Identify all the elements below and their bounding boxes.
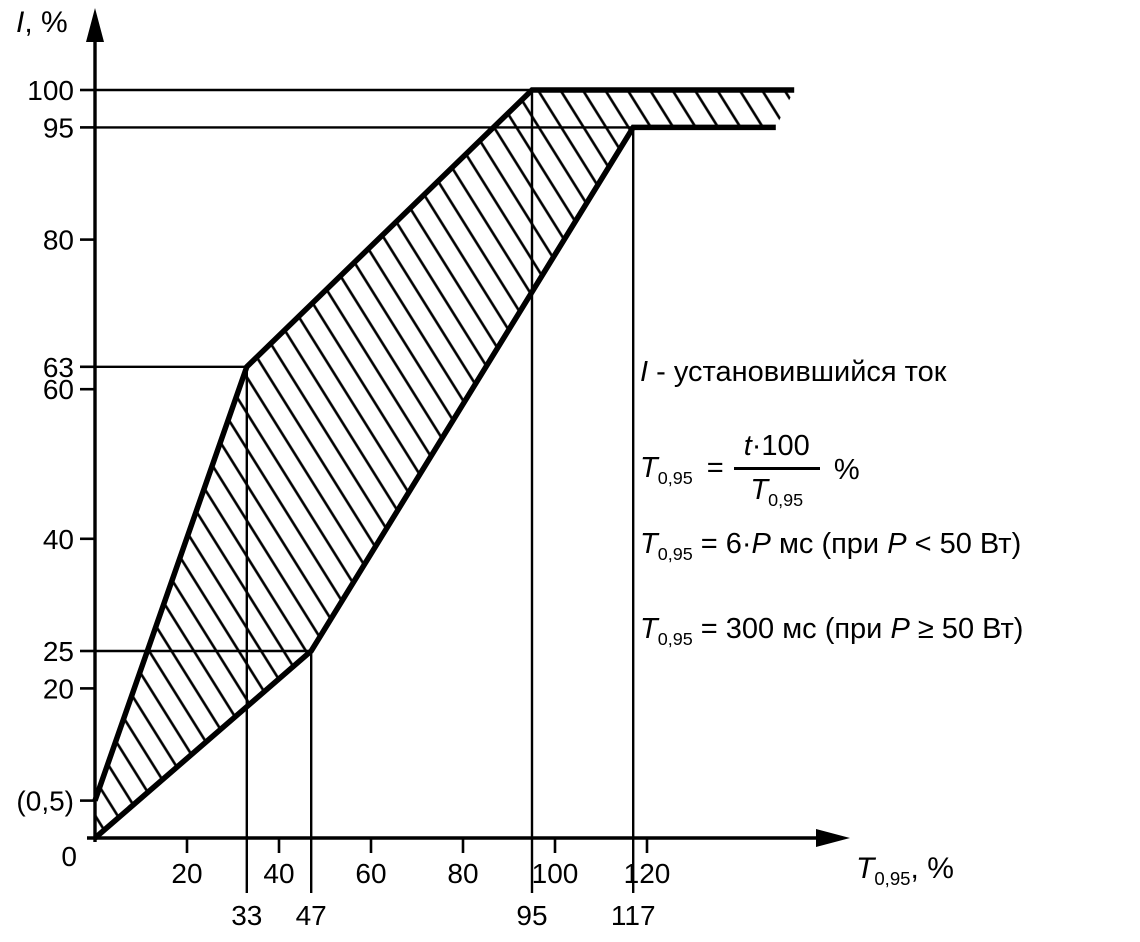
y-tick-label: (0,5) xyxy=(16,786,74,817)
x-tick-label: 120 xyxy=(624,858,671,889)
x-axis-variable-subscript: 0,95 xyxy=(874,868,911,889)
power-variable: P xyxy=(751,528,771,560)
y-axis-title: I, % xyxy=(16,6,68,40)
x-tick-label: 40 xyxy=(263,858,294,889)
fraction: t·100 T0,95 xyxy=(733,430,820,511)
formula-lhs: T0,95 = xyxy=(640,452,724,489)
low-power-equation: = 6· xyxy=(692,528,752,560)
formula-percent-unit: % xyxy=(833,453,860,486)
y-tick-label: 60 xyxy=(43,374,74,405)
time-variable-subscript: 0,95 xyxy=(657,628,693,649)
y-axis-unit: , % xyxy=(24,6,68,39)
upper-limit-curve xyxy=(92,87,795,802)
x-key-label: 33 xyxy=(231,900,262,931)
fraction-denominator: T0,95 xyxy=(734,470,820,511)
y-axis-arrow xyxy=(86,8,104,42)
annotation-steady-current: I - установившийся ток xyxy=(640,356,946,389)
annotation-relative-time-formula: T0,95 = t·100 T0,95 % xyxy=(640,430,860,511)
x-key-label: 117 xyxy=(611,900,656,931)
fraction-numerator: t·100 xyxy=(733,430,820,470)
x-axis-arrow xyxy=(816,829,850,847)
x-axis-unit: , % xyxy=(910,852,954,885)
time-variable: T xyxy=(640,613,658,645)
y-axis-variable: I xyxy=(16,6,25,39)
time-variable: T xyxy=(750,474,769,506)
x-tick-label: 100 xyxy=(532,858,579,889)
x-tick-label: 80 xyxy=(447,858,478,889)
numerator-factor: ·100 xyxy=(751,430,810,462)
x-key-label: 95 xyxy=(516,900,547,931)
y-tick-label: 100 xyxy=(27,75,74,106)
y-tick-label: 95 xyxy=(43,112,74,143)
equals-sign: = xyxy=(698,452,724,484)
annotation-t095-high-power: T0,95 = 300 мс (при P ≥ 50 Вт) xyxy=(640,613,1023,650)
y-tick-label: 20 xyxy=(43,673,74,704)
high-power-equation: = 300 мс (при xyxy=(692,613,891,645)
x-tick-label: 60 xyxy=(355,858,386,889)
x-axis-title: T0,95, % xyxy=(856,852,954,890)
time-variable: T xyxy=(640,528,658,560)
steady-current-text: - установившийся ток xyxy=(648,356,947,388)
time-variable-subscript: 0,95 xyxy=(768,489,804,510)
current-variable: I xyxy=(640,356,649,388)
high-power-condition-close: ≥ 50 Вт) xyxy=(909,613,1024,645)
y-tick-label: 40 xyxy=(43,524,74,555)
x-tick-label: 20 xyxy=(171,858,202,889)
low-power-condition-open: мс (при xyxy=(770,528,888,560)
time-variable-subscript: 0,95 xyxy=(657,467,693,488)
power-variable: P xyxy=(890,613,910,645)
t-variable: t xyxy=(743,430,752,462)
time-variable: T xyxy=(640,452,658,484)
y-tick-label: 80 xyxy=(43,225,74,256)
low-power-condition-close: < 50 Вт) xyxy=(906,528,1022,560)
lower-limit-curve xyxy=(93,124,776,841)
power-variable: P xyxy=(887,528,907,560)
x-axis-variable: T xyxy=(856,852,875,885)
annotation-t095-low-power: T0,95 = 6·P мс (при P < 50 Вт) xyxy=(640,528,1021,565)
y-tick-label: 25 xyxy=(43,636,74,667)
y-tick-label: 63 xyxy=(43,352,74,383)
x-key-label: 47 xyxy=(296,900,327,931)
time-variable-subscript: 0,95 xyxy=(657,543,693,564)
origin-label: 0 xyxy=(61,841,77,872)
